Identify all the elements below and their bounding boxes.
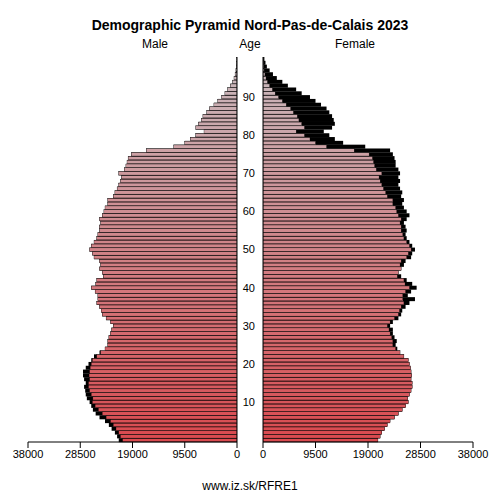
svg-text:9500: 9500 [173, 448, 197, 460]
svg-text:Male: Male [142, 37, 168, 51]
svg-text:50: 50 [243, 243, 255, 255]
svg-text:60: 60 [243, 205, 255, 217]
svg-text:19000: 19000 [353, 448, 384, 460]
svg-text:9500: 9500 [303, 448, 327, 460]
svg-text:80: 80 [243, 129, 255, 141]
svg-text:38000: 38000 [458, 448, 489, 460]
svg-text:Age: Age [239, 37, 261, 51]
svg-text:0: 0 [260, 448, 266, 460]
svg-text:30: 30 [243, 320, 255, 332]
svg-text:20: 20 [243, 358, 255, 370]
svg-text:90: 90 [243, 91, 255, 103]
svg-text:10: 10 [243, 396, 255, 408]
svg-text:Female: Female [335, 37, 375, 51]
svg-text:19000: 19000 [117, 448, 148, 460]
svg-text:38000: 38000 [13, 448, 44, 460]
svg-text:Demographic Pyramid Nord-Pas-d: Demographic Pyramid Nord-Pas-de-Calais 2… [92, 17, 409, 33]
svg-text:28500: 28500 [405, 448, 436, 460]
svg-text:70: 70 [243, 167, 255, 179]
svg-text:28500: 28500 [65, 448, 96, 460]
svg-text:40: 40 [243, 282, 255, 294]
svg-text:0: 0 [234, 448, 240, 460]
svg-text:www.iz.sk/RFRE1: www.iz.sk/RFRE1 [201, 479, 298, 493]
